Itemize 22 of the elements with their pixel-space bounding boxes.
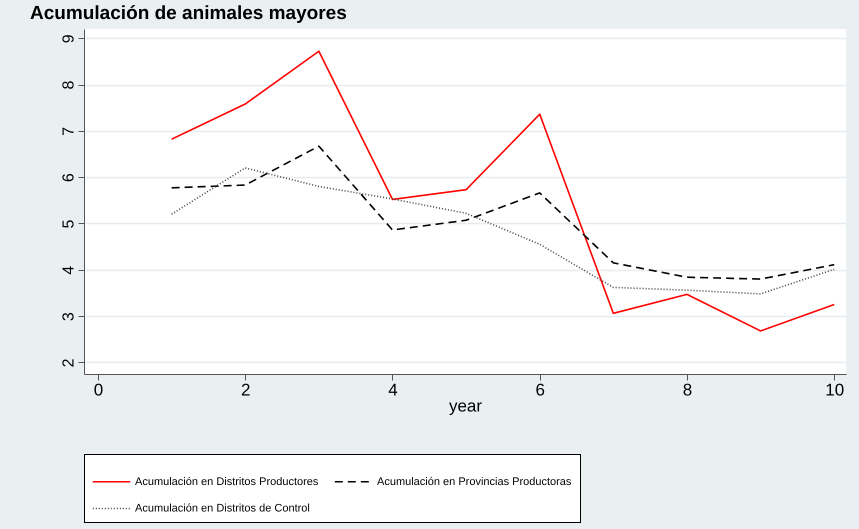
y-tick-label: 4: [60, 266, 78, 275]
legend-label: Acumulación en Provincias Productoras: [377, 476, 572, 488]
line-series: [170, 167, 836, 295]
y-tick-label: 6: [60, 173, 78, 182]
line-series: [170, 145, 836, 280]
x-tick-label: 2: [241, 380, 250, 400]
legend-label: Acumulación en Distritos de Control: [135, 502, 310, 514]
y-tick-label: 9: [60, 34, 78, 44]
y-tick-label: 3: [60, 312, 78, 322]
line-series: [170, 50, 836, 332]
y-tick-label: 5: [60, 219, 78, 228]
x-tick-label: 6: [535, 380, 545, 400]
x-tick-label: 4: [388, 380, 398, 400]
x-tick-label: 10: [825, 380, 844, 400]
y-tick-label: 2: [60, 358, 78, 368]
x-axis-title: year: [448, 396, 482, 416]
x-tick-label: 0: [94, 380, 104, 400]
legend-label: Acumulación en Distritos Productores: [135, 476, 319, 488]
y-tick-label: 7: [60, 126, 78, 136]
chart-title: Acumulación de animales mayores: [30, 3, 347, 24]
y-tick-label: 8: [60, 80, 78, 90]
x-tick-label: 8: [682, 380, 692, 400]
